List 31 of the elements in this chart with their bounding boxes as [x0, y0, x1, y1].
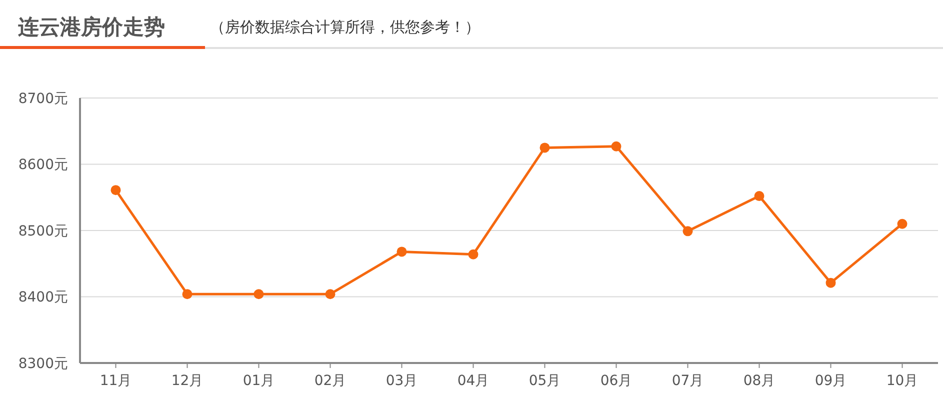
x-tick-label: 03月 — [386, 373, 418, 389]
x-tick-label: 11月 — [100, 373, 132, 389]
y-tick-label: 8400元 — [18, 290, 68, 306]
x-tick-label: 08月 — [743, 373, 776, 389]
point — [682, 226, 693, 236]
point — [254, 289, 264, 300]
x-tick-label: 01月 — [242, 373, 275, 389]
point — [754, 191, 764, 202]
point — [826, 278, 836, 288]
point — [325, 289, 336, 300]
point — [468, 249, 478, 260]
x-tick-label: 12月 — [171, 373, 204, 389]
x-tick-label: 09月 — [814, 373, 847, 389]
y-tick-label: 8700元 — [18, 90, 68, 107]
chart-subtitle: （房价数据综合计算所得，供您参考！） — [210, 18, 480, 36]
x-tick-label: 02月 — [314, 373, 346, 389]
x-tick-label: 05月 — [528, 373, 561, 389]
point — [540, 142, 550, 153]
point — [182, 289, 192, 300]
point — [611, 141, 622, 152]
y-tick-label: 8600元 — [18, 157, 68, 174]
y-tick-label: 8500元 — [18, 223, 68, 240]
point — [396, 246, 407, 257]
x-tick-label: 07月 — [672, 373, 704, 389]
x-tick-label: 10月 — [886, 373, 918, 389]
x-tick-label: 06月 — [600, 373, 632, 389]
chart-title: 连云港房价走势 — [17, 15, 165, 39]
point — [110, 185, 121, 196]
point — [897, 218, 908, 229]
y-tick-label: 8300元 — [18, 356, 68, 372]
x-tick-label: 04月 — [457, 373, 490, 389]
